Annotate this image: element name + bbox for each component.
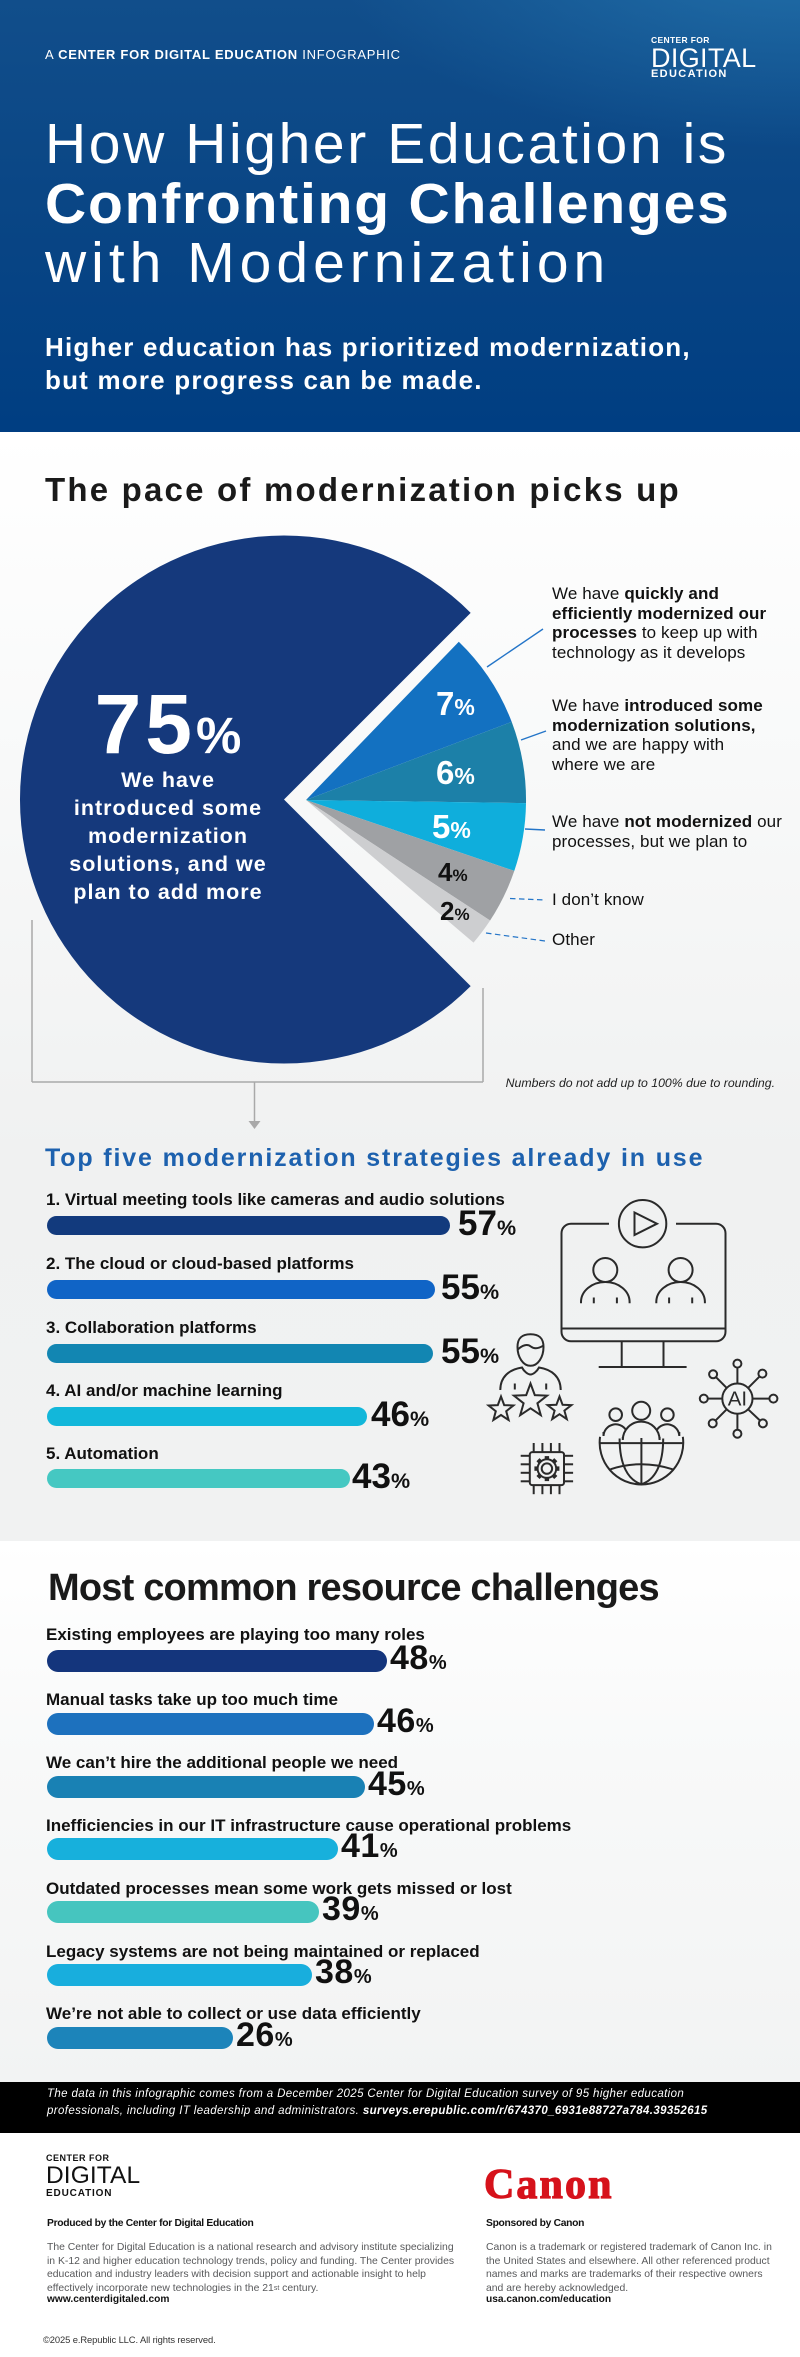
svg-text:AI: AI — [728, 1388, 747, 1411]
